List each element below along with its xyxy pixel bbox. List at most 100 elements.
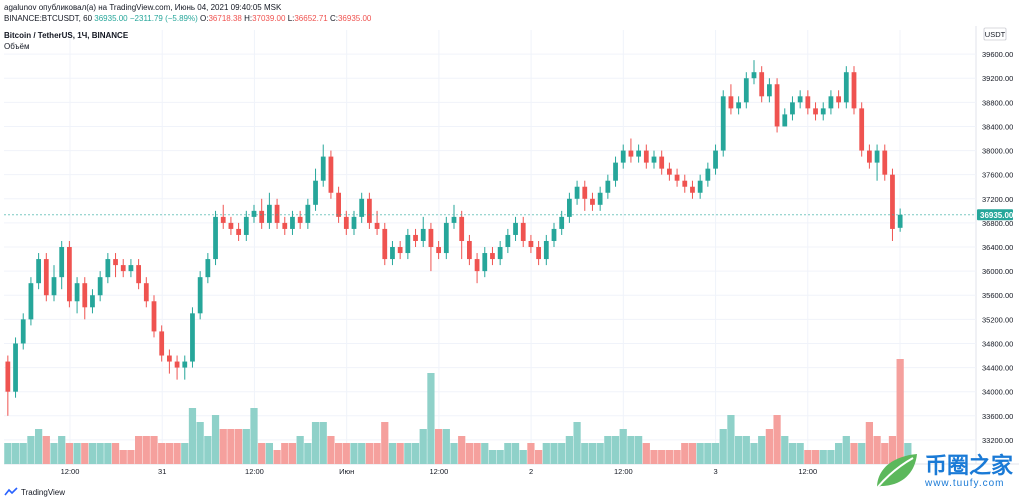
price-axis[interactable]: 39600.00 39200.00 38800.00 38400.00 38000.00… — [982, 50, 1013, 445]
candle-body — [497, 247, 503, 260]
volume-bar — [419, 429, 427, 464]
candle-body — [174, 361, 180, 368]
x-tick-label: 12:00 — [61, 467, 80, 476]
candle-body — [813, 108, 818, 115]
candle-body — [743, 78, 749, 103]
volume-bar — [742, 436, 750, 464]
volume-bar — [527, 443, 535, 464]
volume-legend[interactable]: Объём — [4, 42, 30, 51]
volume-bar — [519, 450, 527, 464]
volume-bar — [504, 443, 512, 464]
candle-body — [282, 222, 288, 229]
volume-bar — [219, 429, 227, 464]
candle-body — [390, 247, 395, 260]
volume-bar — [765, 429, 773, 464]
candle-body — [320, 156, 326, 181]
candle-body — [474, 259, 480, 272]
volume-bar — [188, 408, 197, 464]
candle-body — [467, 240, 472, 260]
volume-bar — [881, 443, 889, 464]
y-tick-label: 38000.00 — [982, 147, 1013, 156]
leaf-logo-icon — [876, 454, 917, 489]
volume-bar — [711, 443, 720, 464]
volume-bar — [873, 436, 881, 464]
candle-body — [351, 216, 357, 229]
low-value: 36652.71 — [294, 14, 328, 23]
candle-body — [259, 210, 265, 223]
candle-body — [436, 247, 441, 254]
volume-bar — [588, 443, 597, 464]
candle-body — [74, 283, 80, 302]
candle-body — [774, 84, 780, 127]
candle-body — [543, 240, 549, 260]
candle-body — [713, 150, 718, 169]
candle-body — [651, 156, 657, 163]
volume-bar — [565, 436, 573, 464]
candle-body — [682, 180, 688, 187]
y-tick-label: 39600.00 — [982, 50, 1013, 59]
candle-body — [536, 247, 541, 260]
candles — [5, 60, 903, 416]
x-tick-label: 12:00 — [429, 467, 448, 476]
y-tick-label: 39200.00 — [982, 74, 1013, 83]
volume-bar — [273, 450, 281, 464]
volume-bar — [619, 429, 627, 464]
y-tick-label: 38800.00 — [982, 98, 1013, 107]
volume-bar — [319, 422, 327, 464]
high-label: H: — [244, 14, 253, 23]
candle-body — [859, 108, 865, 151]
candle-body — [559, 216, 565, 229]
volume-bar — [465, 443, 473, 464]
candle-body — [628, 150, 634, 157]
volume-bar — [488, 450, 497, 464]
volume-bar — [88, 443, 97, 464]
volume-bar — [811, 450, 820, 464]
currency-label[interactable]: USDT — [983, 27, 1007, 41]
candle-body — [5, 361, 11, 392]
y-tick-label: 35600.00 — [982, 291, 1013, 300]
y-tick-label: 36800.00 — [982, 219, 1013, 228]
volume-bar — [19, 443, 27, 464]
volume-bar — [204, 436, 212, 464]
candle-body — [305, 204, 311, 223]
volume-bar — [773, 415, 781, 464]
candle-body — [797, 96, 803, 103]
volume-bar — [673, 450, 681, 464]
volume-bar — [650, 450, 658, 464]
candle-body — [382, 228, 388, 260]
candle-body — [667, 168, 672, 175]
volume-bar — [511, 443, 520, 464]
y-tick-label: 33200.00 — [982, 436, 1013, 445]
close-label: C: — [329, 14, 338, 23]
volume-bar — [758, 436, 766, 464]
volume-bar — [4, 443, 12, 464]
y-tick-label: 36400.00 — [982, 243, 1013, 252]
legend-title[interactable]: Bitcoin / TetherUS, 1Ч, BINANCE — [4, 31, 129, 40]
symbol-ohlc-line: BINANCE:BTCUSDT, 60 36935.00 −2311.79 (−… — [4, 13, 371, 24]
candle-body — [705, 168, 711, 181]
volume-bar — [888, 436, 897, 464]
volume-bar — [442, 429, 450, 464]
y-tick-label: 38400.00 — [982, 122, 1013, 131]
volume-bar — [611, 436, 620, 464]
low-label: L: — [287, 14, 295, 23]
volume-bar — [658, 450, 666, 464]
candle-body — [659, 156, 665, 169]
change-value: −2311.79 (−5.89%) — [129, 14, 198, 23]
volume-bar — [404, 443, 412, 464]
candle-body — [636, 150, 641, 157]
volume-bar — [242, 429, 250, 464]
candle-body — [851, 72, 857, 109]
volume-bar — [335, 443, 343, 464]
volume-bar — [73, 443, 81, 464]
currency-label-box[interactable] — [983, 27, 1007, 41]
tradingview-brand[interactable]: TradingView — [4, 487, 65, 497]
volume-bar — [388, 443, 397, 464]
close-value: 36935.00 — [337, 14, 372, 23]
y-tick-label: 34000.00 — [982, 388, 1013, 397]
candle-body — [736, 102, 741, 109]
candle-body — [820, 108, 826, 115]
candle-body — [313, 180, 318, 205]
